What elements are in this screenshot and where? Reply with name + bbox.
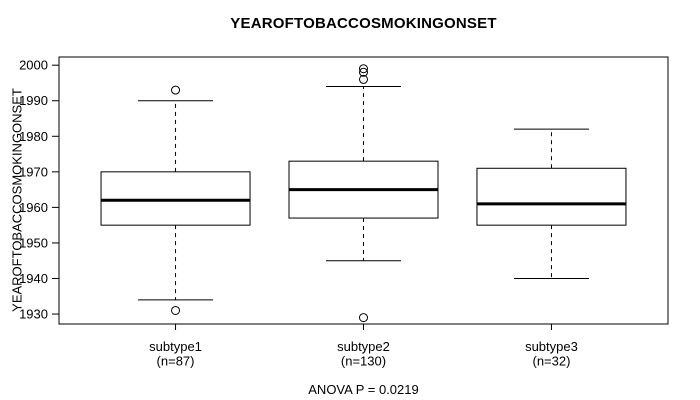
x-axis-n-label: (n=32) <box>532 354 570 369</box>
y-tick-label: 1930 <box>19 307 48 322</box>
x-axis-label: subtype1 <box>149 339 202 354</box>
y-tick-label: 2000 <box>19 58 48 73</box>
y-tick-label: 1940 <box>19 271 48 286</box>
y-tick-label: 1980 <box>19 129 48 144</box>
iqr-box <box>100 171 251 226</box>
x-axis-label: subtype3 <box>525 339 578 354</box>
iqr-box <box>476 167 627 226</box>
x-axis-n-label: (n=87) <box>157 354 195 369</box>
chart-title: YEAROFTOBACCOSMOKINGONSET <box>230 15 497 32</box>
outlier-point <box>171 85 181 95</box>
outlier-point <box>359 64 368 74</box>
outlier-point <box>359 67 368 77</box>
x-axis-label: subtype2 <box>337 339 390 354</box>
outlier-point <box>359 74 368 84</box>
x-axis-n-label: (n=130) <box>341 354 386 369</box>
y-tick-label: 1990 <box>19 93 48 108</box>
y-tick-label: 1960 <box>19 200 48 215</box>
outlier-point <box>359 313 368 323</box>
outlier-point <box>171 305 181 315</box>
y-tick-label: 1970 <box>19 164 48 179</box>
y-tick-label: 1950 <box>19 235 48 250</box>
anova-p-value: ANOVA P = 0.0219 <box>308 382 419 397</box>
